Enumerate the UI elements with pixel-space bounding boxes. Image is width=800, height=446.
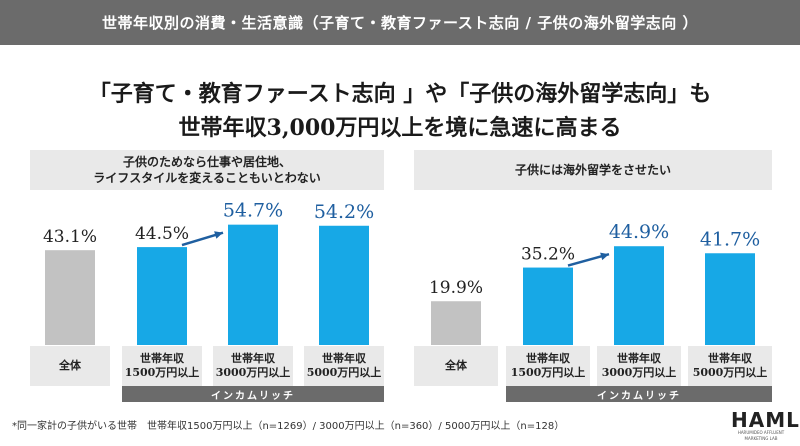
left-category-2: 世帯年収 3000万円以上 <box>213 346 293 386</box>
left-category-0-line-1: 全体 <box>59 359 81 372</box>
left-category-3-line-2: 5000万円以上 <box>306 366 382 379</box>
right-bar-value-label-3: 41.7% <box>700 228 760 250</box>
right-chart-title-line-1: 子供には海外留学をさせたい <box>514 163 671 177</box>
left-category-1: 世帯年収 1500万円以上 <box>122 346 202 386</box>
right-bar-value-label-2: 44.9% <box>609 221 669 243</box>
right-category-2-line-2: 3000万円以上 <box>601 366 677 379</box>
right-chart-title: 子供には海外留学をさせたい <box>414 150 772 190</box>
left-income-rich-group-label: インカムリッチ <box>122 386 384 402</box>
headline-line-2: 世帯年収3,000万円以上を境に急速に高まる <box>178 115 622 141</box>
logo-wordmark: HAML <box>731 408 800 432</box>
right-bar-value-label-1: 35.2% <box>521 245 575 265</box>
left-bar-value-label-0: 43.1% <box>43 227 97 247</box>
logo-tagline: HARUMIDEO AFFLUENT MARKETING LAB <box>737 430 785 441</box>
right-category-3-line-2: 5000万円以上 <box>692 366 768 379</box>
headline-line-1: 「子育て・教育ファースト志向 」や「子供の海外留学志向」も <box>88 81 712 107</box>
left-category-2-line-2: 3000万円以上 <box>215 366 291 379</box>
left-bar-3 <box>319 225 369 345</box>
left-growth-arrow-head-icon <box>214 231 223 239</box>
right-bar-1 <box>523 267 573 345</box>
left-chart-title-line-1: 子供のためなら仕事や居住地、 <box>122 155 291 169</box>
left-category-3-line-1: 世帯年収 <box>322 352 366 365</box>
right-category-0: 全体 <box>414 346 498 386</box>
right-category-1-line-2: 1500万円以上 <box>510 366 586 379</box>
left-category-2-line-1: 世帯年収 <box>231 352 275 365</box>
right-category-3-line-1: 世帯年収 <box>708 352 752 365</box>
left-bar-1 <box>137 247 187 345</box>
footnote: *同一家計の子供がいる世帯 世帯年収1500万円以上（n=1269）/ 3000… <box>12 421 565 432</box>
right-category-0-line-1: 全体 <box>445 359 467 372</box>
right-bar-0 <box>431 301 481 345</box>
left-bar-0 <box>45 250 95 345</box>
left-bar-value-label-2: 54.7% <box>223 200 283 222</box>
right-category-2: 世帯年収 3000万円以上 <box>597 346 681 386</box>
left-category-1-line-1: 世帯年収 <box>140 352 184 365</box>
left-category-3: 世帯年収 5000万円以上 <box>304 346 384 386</box>
left-chart-title-line-2: ライフスタイルを変えることもいとわない <box>93 171 321 185</box>
right-bar-2 <box>614 246 664 345</box>
left-bar-2 <box>228 224 278 345</box>
slide-title: 世帯年収別の消費・生活意識（子育て・教育ファースト志向 / 子供の海外留学志向 … <box>102 14 698 32</box>
right-category-3: 世帯年収 5000万円以上 <box>688 346 772 386</box>
left-chart-title: 子供のためなら仕事や居住地、 ライフスタイルを変えることもいとわない <box>30 150 384 190</box>
slide-title-bar: 世帯年収別の消費・生活意識（子育て・教育ファースト志向 / 子供の海外留学志向 … <box>0 0 800 45</box>
right-bar-value-label-0: 19.9% <box>429 278 483 298</box>
left-bar-value-label-3: 54.2% <box>314 201 374 223</box>
left-category-0: 全体 <box>30 346 110 386</box>
right-growth-arrow-head-icon <box>600 252 609 261</box>
left-bar-value-label-1: 44.5% <box>135 224 189 244</box>
right-bar-3 <box>705 253 755 345</box>
left-category-1-line-2: 1500万円以上 <box>124 366 200 379</box>
right-category-1: 世帯年収 1500万円以上 <box>506 346 590 386</box>
right-income-rich-group-label: インカムリッチ <box>506 386 772 402</box>
bar-charts: 43.1% 44.5% 54.7% 54.2% 19.9% 35.2% 44.9% 41.7% <box>43 200 760 345</box>
right-category-2-line-1: 世帯年収 <box>617 352 661 365</box>
haml-logo: HAML HARUMIDEO AFFLUENT MARKETING LAB <box>731 408 800 442</box>
right-category-1-line-1: 世帯年収 <box>526 352 570 365</box>
